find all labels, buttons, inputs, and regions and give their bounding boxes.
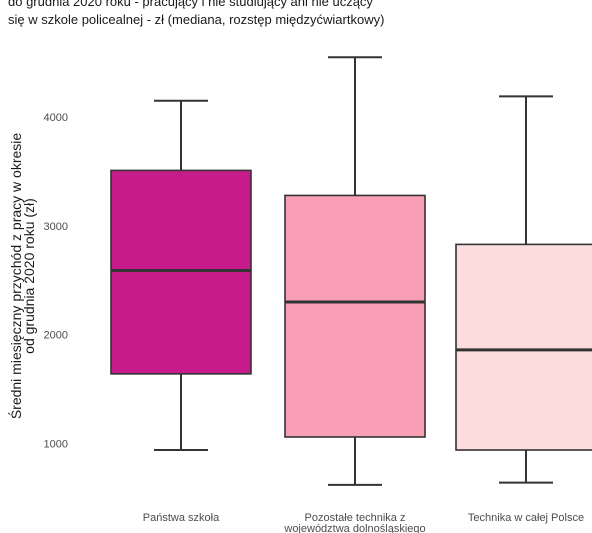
box-2-iqr xyxy=(455,243,592,451)
x-tick-label-1-line-0: Pozostałe technika z xyxy=(305,512,406,524)
y-tick-label-0: 1000 xyxy=(44,439,68,451)
chart-title-line-2: się w szkole policealnej - zł (mediana, … xyxy=(8,12,385,27)
x-tick-label-1-line-1: województwa dolnośląskiego xyxy=(283,523,425,533)
x-tick-label-0-line-0: Państwa szkoła xyxy=(143,512,220,524)
y-axis-label-line-1: Średni miesięczny przychód z pracy w okr… xyxy=(7,133,24,420)
box-1-iqr xyxy=(284,194,426,438)
y-tick-label-1: 2000 xyxy=(44,330,68,342)
y-axis-label-line-2: od grudnia 2020 roku (zł) xyxy=(21,198,37,354)
y-tick-label-2: 3000 xyxy=(44,221,68,233)
chart-title-line-1: do grudnia 2020 roku - pracujący i nie s… xyxy=(8,0,373,9)
y-tick-label-3: 4000 xyxy=(44,112,68,124)
x-tick-label-2-line-0: Technika w całej Polsce xyxy=(468,512,584,524)
box-0-iqr xyxy=(110,169,252,375)
